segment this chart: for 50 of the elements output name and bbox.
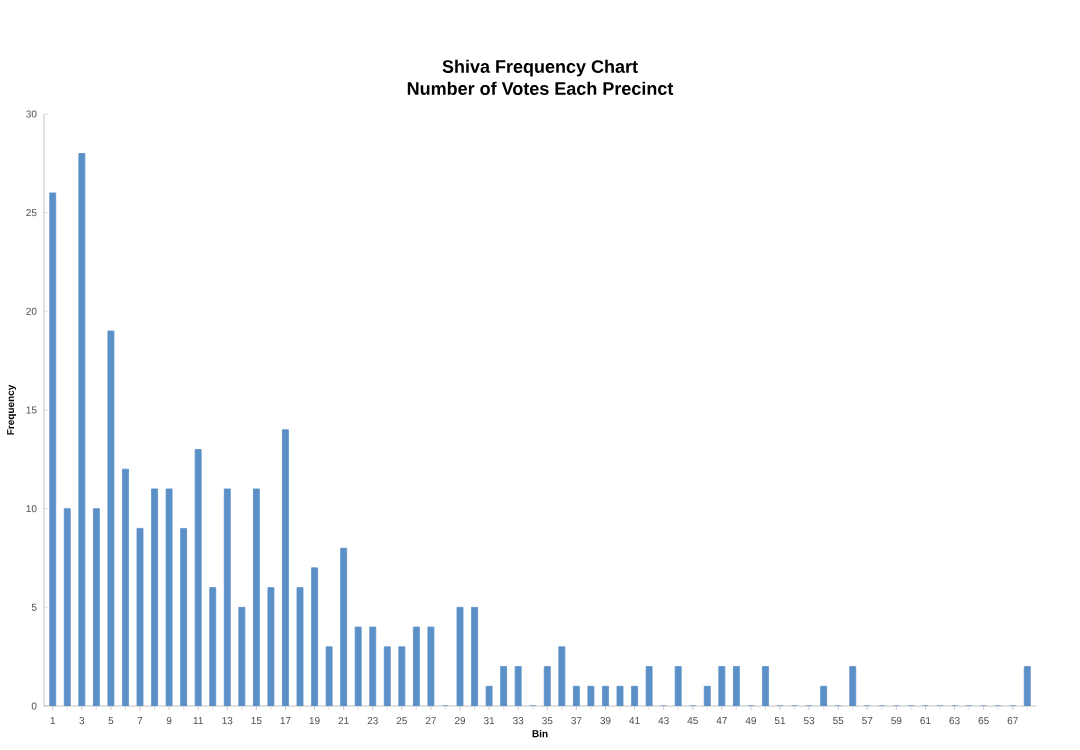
bar	[383, 646, 391, 706]
bar	[514, 666, 522, 706]
bar	[645, 666, 653, 706]
chart-title: Shiva Frequency Chart	[442, 59, 638, 77]
bar	[631, 685, 638, 706]
bar	[340, 547, 348, 706]
bar	[194, 449, 202, 706]
chart-subtitle: Number of Votes Each Precinct	[407, 81, 674, 95]
bar	[849, 666, 857, 706]
bar	[703, 685, 711, 706]
bar	[180, 528, 188, 706]
bar	[209, 587, 217, 706]
bar	[325, 646, 333, 706]
bar	[820, 685, 828, 706]
bar	[369, 626, 377, 706]
bar	[616, 685, 624, 706]
bar	[267, 587, 275, 706]
bar	[485, 685, 493, 706]
bar	[427, 626, 435, 706]
bar	[572, 685, 580, 706]
bar	[543, 666, 551, 706]
bar	[92, 508, 100, 706]
bar	[151, 488, 158, 706]
bar	[252, 488, 260, 706]
bar	[136, 528, 144, 706]
bar	[122, 468, 129, 706]
bar	[762, 666, 769, 706]
bar	[732, 666, 740, 706]
bar	[602, 685, 609, 706]
bar	[311, 567, 318, 706]
bar	[674, 666, 682, 706]
bar	[558, 646, 566, 706]
bar	[165, 488, 173, 706]
bar	[223, 488, 231, 706]
bar	[282, 429, 289, 706]
bar	[296, 587, 304, 706]
bar	[398, 646, 406, 706]
bar	[500, 666, 508, 706]
bar	[718, 666, 726, 706]
bar	[78, 153, 86, 706]
bar	[456, 606, 464, 706]
bar	[412, 626, 420, 706]
bar	[49, 192, 57, 706]
bar	[354, 626, 362, 706]
bar	[587, 685, 595, 706]
bar	[63, 508, 71, 706]
bar	[471, 606, 478, 706]
bar	[1023, 666, 1031, 706]
bar	[107, 330, 115, 706]
bar	[238, 606, 246, 706]
